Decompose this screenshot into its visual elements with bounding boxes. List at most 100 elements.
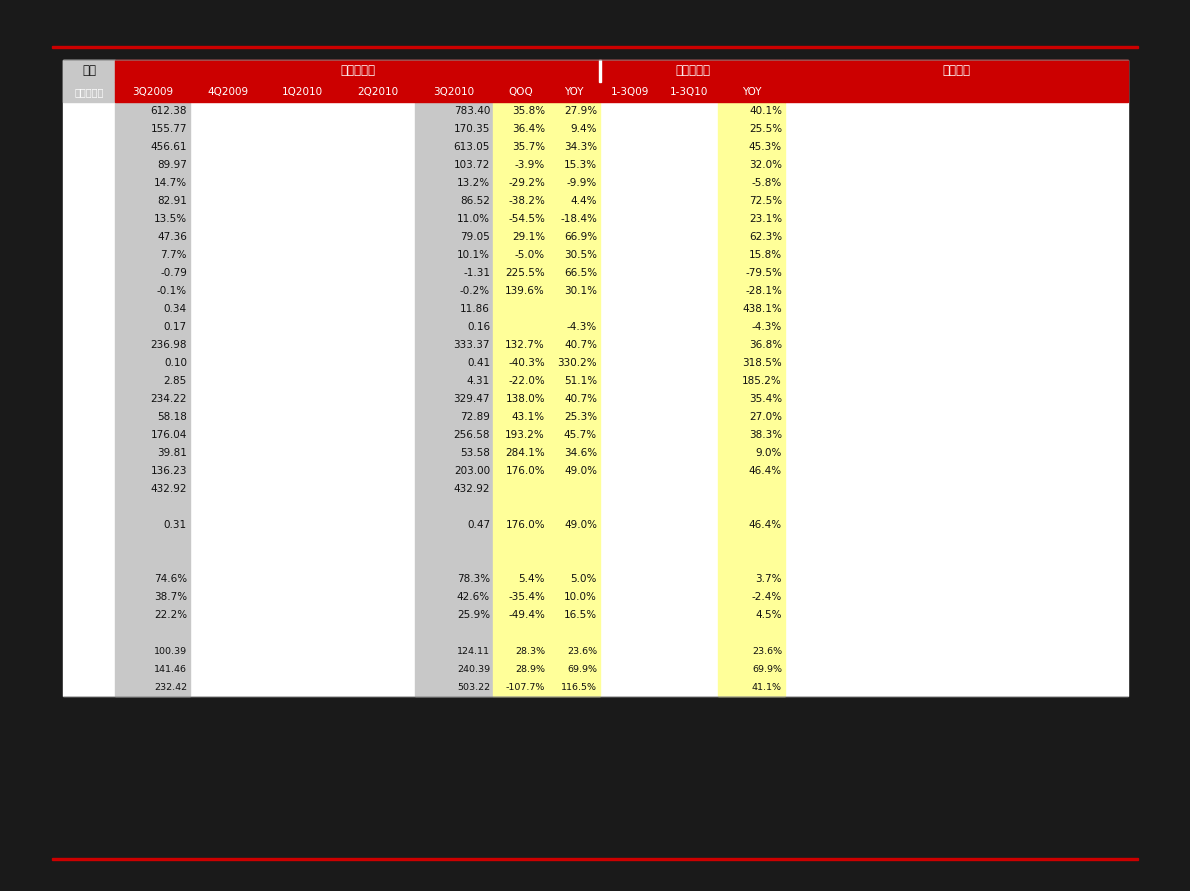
Text: -2.4%: -2.4% xyxy=(752,592,782,602)
Text: 三季报数据: 三季报数据 xyxy=(675,64,710,78)
Text: 1Q2010: 1Q2010 xyxy=(282,87,322,97)
Text: 284.1%: 284.1% xyxy=(506,448,545,458)
Text: 225.5%: 225.5% xyxy=(506,268,545,278)
Text: 329.47: 329.47 xyxy=(453,394,490,404)
Text: 15.8%: 15.8% xyxy=(749,250,782,260)
Text: 46.4%: 46.4% xyxy=(749,520,782,530)
Text: -9.9%: -9.9% xyxy=(566,178,597,188)
Text: 503.22: 503.22 xyxy=(457,683,490,691)
Text: 203.00: 203.00 xyxy=(453,466,490,476)
Text: 185.2%: 185.2% xyxy=(743,376,782,386)
Text: -3.9%: -3.9% xyxy=(515,160,545,170)
Text: -18.4%: -18.4% xyxy=(560,214,597,224)
Bar xyxy=(599,60,601,82)
Text: 3Q2010: 3Q2010 xyxy=(433,87,475,97)
Text: 0.34: 0.34 xyxy=(164,304,187,314)
Text: 16.5%: 16.5% xyxy=(564,610,597,620)
Text: 4.4%: 4.4% xyxy=(570,196,597,206)
Text: 42.6%: 42.6% xyxy=(457,592,490,602)
Text: 32.0%: 32.0% xyxy=(749,160,782,170)
Text: 139.6%: 139.6% xyxy=(506,286,545,296)
Text: 116.5%: 116.5% xyxy=(560,683,597,691)
Text: 86.52: 86.52 xyxy=(461,196,490,206)
Text: 40.7%: 40.7% xyxy=(564,340,597,350)
Text: 23.1%: 23.1% xyxy=(749,214,782,224)
Text: 256.58: 256.58 xyxy=(453,430,490,440)
Text: 27.0%: 27.0% xyxy=(749,412,782,422)
Bar xyxy=(52,858,1138,860)
Text: -40.3%: -40.3% xyxy=(508,358,545,368)
Text: 46.4%: 46.4% xyxy=(749,466,782,476)
Text: 49.0%: 49.0% xyxy=(564,466,597,476)
Text: 69.9%: 69.9% xyxy=(566,665,597,674)
Text: 4.5%: 4.5% xyxy=(756,610,782,620)
Text: 13.2%: 13.2% xyxy=(457,178,490,188)
Text: 40.7%: 40.7% xyxy=(564,394,597,404)
Text: 103.72: 103.72 xyxy=(453,160,490,170)
Text: -107.7%: -107.7% xyxy=(506,683,545,691)
Text: 27.9%: 27.9% xyxy=(564,106,597,116)
Text: 7.7%: 7.7% xyxy=(161,250,187,260)
Text: 9.0%: 9.0% xyxy=(756,448,782,458)
Text: 13.5%: 13.5% xyxy=(154,214,187,224)
Text: 0.10: 0.10 xyxy=(164,358,187,368)
Text: 124.11: 124.11 xyxy=(457,647,490,656)
Text: 5.4%: 5.4% xyxy=(519,574,545,584)
Text: -54.5%: -54.5% xyxy=(508,214,545,224)
Bar xyxy=(63,60,115,102)
Text: 36.8%: 36.8% xyxy=(749,340,782,350)
Text: 25.5%: 25.5% xyxy=(749,124,782,134)
Text: 3.7%: 3.7% xyxy=(756,574,782,584)
Text: 5.0%: 5.0% xyxy=(571,574,597,584)
Text: 0.17: 0.17 xyxy=(164,322,187,332)
Text: 66.5%: 66.5% xyxy=(564,268,597,278)
Text: 35.7%: 35.7% xyxy=(512,142,545,152)
Text: -4.3%: -4.3% xyxy=(566,322,597,332)
Text: 438.1%: 438.1% xyxy=(743,304,782,314)
Text: 136.23: 136.23 xyxy=(150,466,187,476)
Text: 43.1%: 43.1% xyxy=(512,412,545,422)
Text: 0.47: 0.47 xyxy=(466,520,490,530)
Text: 318.5%: 318.5% xyxy=(743,358,782,368)
Text: 1-3Q09: 1-3Q09 xyxy=(610,87,650,97)
Bar xyxy=(115,60,600,82)
Text: 141.46: 141.46 xyxy=(154,665,187,674)
Text: 78.3%: 78.3% xyxy=(457,574,490,584)
Text: 45.7%: 45.7% xyxy=(564,430,597,440)
Text: 193.2%: 193.2% xyxy=(506,430,545,440)
Text: 40.1%: 40.1% xyxy=(749,106,782,116)
Text: 74.6%: 74.6% xyxy=(154,574,187,584)
Text: 30.1%: 30.1% xyxy=(564,286,597,296)
Text: 36.4%: 36.4% xyxy=(512,124,545,134)
Text: 176.0%: 176.0% xyxy=(506,520,545,530)
Text: 49.0%: 49.0% xyxy=(564,520,597,530)
Text: 62.3%: 62.3% xyxy=(749,232,782,242)
Text: 14.7%: 14.7% xyxy=(154,178,187,188)
Text: -0.1%: -0.1% xyxy=(157,286,187,296)
Text: 9.4%: 9.4% xyxy=(570,124,597,134)
Text: 69.9%: 69.9% xyxy=(752,665,782,674)
Text: 3Q2009: 3Q2009 xyxy=(132,87,173,97)
Text: 38.3%: 38.3% xyxy=(749,430,782,440)
Text: 28.9%: 28.9% xyxy=(515,665,545,674)
Bar xyxy=(63,60,1128,696)
Text: 30.5%: 30.5% xyxy=(564,250,597,260)
Text: -35.4%: -35.4% xyxy=(508,592,545,602)
Text: 34.3%: 34.3% xyxy=(564,142,597,152)
Text: 432.92: 432.92 xyxy=(150,484,187,494)
Text: 170.35: 170.35 xyxy=(453,124,490,134)
Text: 330.2%: 330.2% xyxy=(557,358,597,368)
Text: 11.0%: 11.0% xyxy=(457,214,490,224)
Bar xyxy=(493,102,600,696)
Text: 23.6%: 23.6% xyxy=(752,647,782,656)
Text: 10.0%: 10.0% xyxy=(564,592,597,602)
Text: 100.39: 100.39 xyxy=(154,647,187,656)
Bar xyxy=(600,60,785,82)
Text: 2.85: 2.85 xyxy=(164,376,187,386)
Text: 35.4%: 35.4% xyxy=(749,394,782,404)
Text: 82.91: 82.91 xyxy=(157,196,187,206)
Text: -5.8%: -5.8% xyxy=(752,178,782,188)
Text: 456.61: 456.61 xyxy=(150,142,187,152)
Text: 333.37: 333.37 xyxy=(453,340,490,350)
Text: 4Q2009: 4Q2009 xyxy=(207,87,248,97)
